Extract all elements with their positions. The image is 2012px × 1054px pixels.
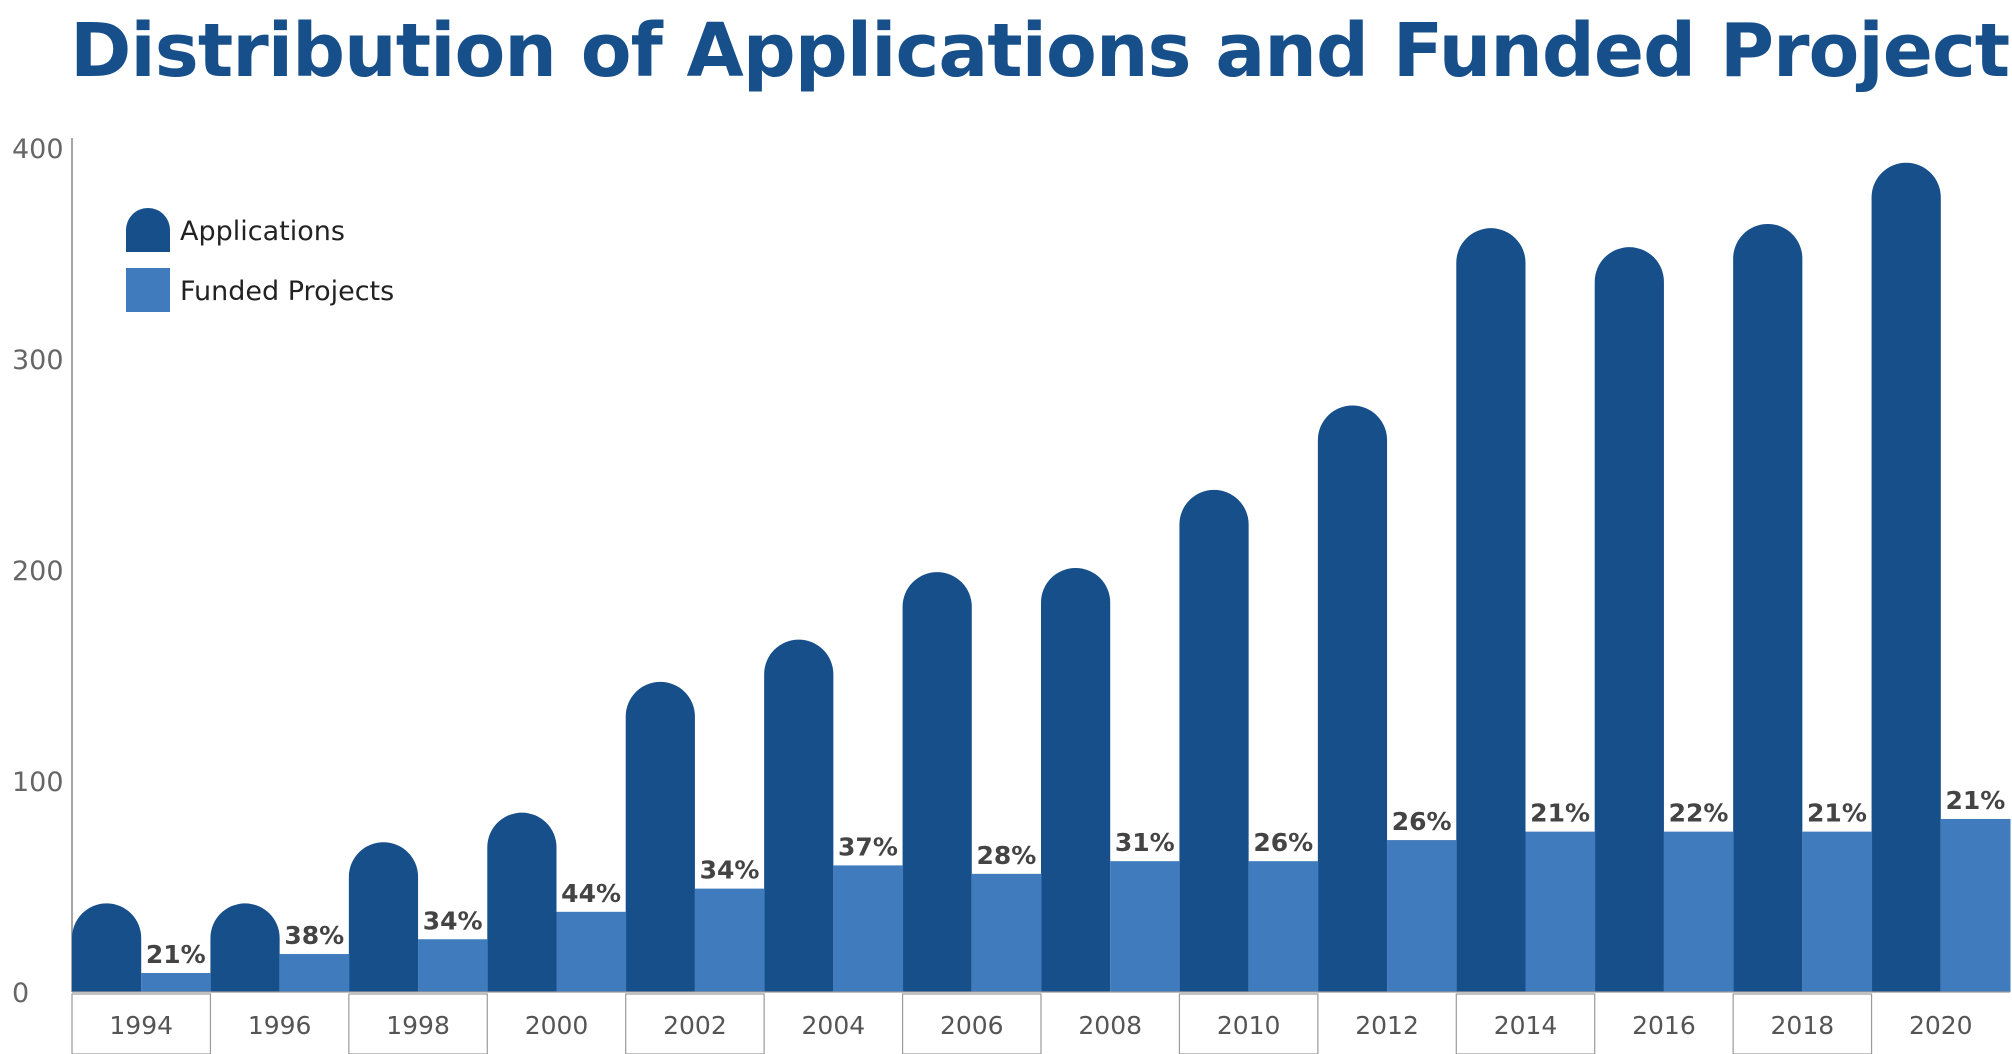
funded-bar-2020 bbox=[1940, 818, 2011, 992]
x-tick-label: 2012 bbox=[1355, 1011, 1419, 1040]
funded-percent-label: 34% bbox=[423, 906, 483, 935]
applications-bar-1998 bbox=[348, 842, 419, 992]
x-tick-label: 1994 bbox=[109, 1011, 173, 1040]
funded-bar-2018 bbox=[1802, 831, 1873, 992]
funded-percent-label: 37% bbox=[838, 832, 898, 861]
applications-bar-2000 bbox=[487, 812, 557, 992]
applications-bar-2008 bbox=[1041, 567, 1111, 992]
funded-percent-label: 22% bbox=[1669, 799, 1729, 828]
x-tick-label: 2002 bbox=[663, 1011, 727, 1040]
applications-bar-2004 bbox=[764, 639, 834, 992]
applications-bar-2012 bbox=[1317, 405, 1388, 993]
y-tick-label: 200 bbox=[12, 556, 64, 587]
funded-percent-labels: 21% 38% 34% 44% 34% 37% 28% 31% 26% 26% 21% 22% 21% 2… bbox=[146, 786, 2005, 969]
x-label-box bbox=[1455, 993, 1596, 1054]
funded-bar-2008 bbox=[1110, 861, 1180, 992]
x-label-box bbox=[348, 993, 488, 1054]
applications-bar-2014 bbox=[1456, 228, 1526, 993]
y-tick-label: 100 bbox=[12, 767, 64, 798]
funded-bar-1996 bbox=[279, 954, 350, 992]
x-tick-label: 2000 bbox=[525, 1011, 589, 1040]
y-tick-label: 300 bbox=[12, 345, 64, 376]
funded-bar-2010 bbox=[1248, 861, 1319, 992]
funded-percent-label: 21% bbox=[1530, 799, 1590, 828]
funded-bar-2000 bbox=[556, 911, 627, 992]
applications-bar-2010 bbox=[1179, 489, 1249, 992]
legend-funded-label: Funded Projects bbox=[180, 276, 394, 307]
funded-bar-2004 bbox=[833, 865, 904, 992]
x-label-box bbox=[625, 993, 765, 1054]
x-tick-label: 1996 bbox=[248, 1011, 312, 1040]
funded-bar-2012 bbox=[1387, 840, 1457, 992]
funded-bar-2016 bbox=[1663, 831, 1734, 992]
x-axis: 1994 1996 1998 2000 2002 2004 2006 2008 2010 2012… bbox=[71, 991, 2010, 1054]
x-tick-label: 2014 bbox=[1494, 1011, 1558, 1040]
chart-title: Distribution of Applications and Funded … bbox=[70, 8, 2012, 94]
applications-bar-2020 bbox=[1871, 162, 1941, 992]
x-tick-label: 2006 bbox=[940, 1011, 1004, 1040]
applications-bar-2016 bbox=[1594, 247, 1664, 993]
y-tick-label: 400 bbox=[12, 134, 64, 165]
funded-percent-label: 31% bbox=[1115, 828, 1175, 857]
legend-applications-label: Applications bbox=[180, 216, 345, 247]
x-label-box bbox=[71, 993, 212, 1054]
x-tick-label: 2010 bbox=[1217, 1011, 1281, 1040]
funded-bar-2002 bbox=[694, 888, 765, 992]
applications-bar-2002 bbox=[625, 681, 695, 992]
funded-percent-label: 26% bbox=[1392, 807, 1452, 836]
funded-percent-label: 21% bbox=[1807, 799, 1867, 828]
x-tick-label: 1998 bbox=[386, 1011, 450, 1040]
funded-percent-label: 21% bbox=[146, 940, 206, 969]
y-axis: 0 100 200 300 400 bbox=[12, 134, 73, 1009]
x-label-box bbox=[1732, 993, 1873, 1054]
funded-bar-2006 bbox=[971, 873, 1042, 992]
x-tick-label: 2008 bbox=[1078, 1011, 1142, 1040]
x-tick-label: 2004 bbox=[802, 1011, 866, 1040]
x-tick-label: 2018 bbox=[1771, 1011, 1835, 1040]
funded-percent-label: 44% bbox=[561, 879, 621, 908]
y-tick-label: 0 bbox=[12, 978, 29, 1009]
applications-bar-1994 bbox=[72, 903, 142, 992]
x-label-box bbox=[1178, 993, 1319, 1054]
applications-bar-1996 bbox=[210, 903, 280, 992]
funded-bar-1994 bbox=[141, 973, 211, 992]
funded-percent-label: 38% bbox=[284, 921, 344, 950]
funded-percent-label: 21% bbox=[1945, 786, 2005, 815]
x-tick-label: 2020 bbox=[1909, 1011, 1973, 1040]
funded-percent-label: 28% bbox=[976, 841, 1036, 870]
legend-funded-swatch bbox=[126, 268, 170, 312]
funded-bars bbox=[141, 818, 2011, 992]
legend: Applications Funded Projects bbox=[126, 208, 394, 312]
applications-bars bbox=[72, 162, 1941, 993]
legend-applications-swatch bbox=[126, 208, 170, 252]
funded-bar-2014 bbox=[1525, 831, 1596, 992]
funded-bar-1998 bbox=[418, 939, 488, 992]
x-label-box bbox=[901, 993, 1042, 1054]
funded-percent-label: 26% bbox=[1253, 828, 1313, 857]
applications-bar-2018 bbox=[1733, 223, 1803, 992]
applications-bar-2006 bbox=[902, 572, 972, 992]
x-tick-label: 2016 bbox=[1632, 1011, 1696, 1040]
funded-percent-label: 34% bbox=[700, 856, 760, 885]
